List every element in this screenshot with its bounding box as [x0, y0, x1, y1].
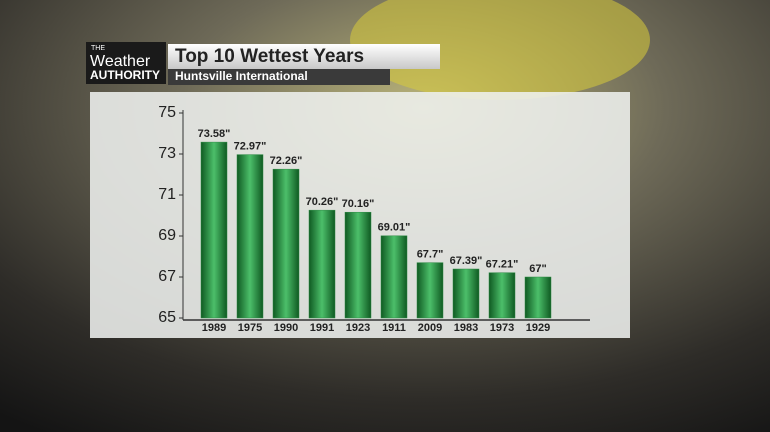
- x-tick-label: 1991: [310, 322, 334, 334]
- value-label: 72.97": [234, 141, 267, 153]
- x-tick-label: 1911: [382, 322, 406, 334]
- logo-box: [86, 42, 166, 84]
- x-tick-label: 1989: [202, 322, 226, 334]
- value-label: 67.7": [417, 249, 444, 261]
- logo-bottom: AUTHORITY: [90, 68, 160, 82]
- bar: [236, 154, 264, 319]
- y-tick-label: 69: [158, 227, 176, 244]
- bar: [308, 209, 336, 319]
- x-tick-label: 1990: [274, 322, 298, 334]
- bar: [524, 276, 552, 319]
- bar: [272, 168, 300, 319]
- x-tick-label: 1975: [238, 322, 262, 334]
- y-tick-label: 75: [158, 104, 176, 121]
- x-tick-label: 1923: [346, 322, 370, 334]
- chart-title: Top 10 Wettest Years: [175, 46, 364, 67]
- bar: [380, 235, 408, 319]
- y-tick-label: 71: [158, 186, 176, 203]
- value-label: 67.39": [450, 255, 483, 267]
- logo-middle: Weather: [90, 53, 151, 70]
- bar: [488, 272, 516, 319]
- y-tick-label: 67: [158, 268, 176, 285]
- subtitle-banner: [168, 69, 390, 85]
- value-label: 70.16": [342, 198, 375, 210]
- logo-top: THE: [91, 45, 105, 52]
- bar: [416, 262, 444, 319]
- bar: [200, 141, 228, 319]
- value-label: 69.01": [378, 222, 411, 234]
- background-glow: [350, 0, 650, 100]
- y-tick-label: 65: [158, 309, 176, 326]
- bar: [452, 268, 480, 319]
- value-label: 67": [529, 263, 546, 275]
- title-banner: [168, 44, 440, 69]
- value-label: 70.26": [306, 196, 339, 208]
- bar: [344, 211, 372, 319]
- x-tick-label: 1983: [454, 322, 478, 334]
- value-label: 73.58": [198, 128, 231, 140]
- x-tick-label: 1929: [526, 322, 550, 334]
- value-label: 67.21": [486, 259, 519, 271]
- x-tick-label: 1973: [490, 322, 514, 334]
- value-label: 72.26": [270, 155, 303, 167]
- x-tick-label: 2009: [418, 322, 442, 334]
- y-tick-label: 73: [158, 145, 176, 162]
- chart-subtitle: Huntsville International: [175, 69, 308, 83]
